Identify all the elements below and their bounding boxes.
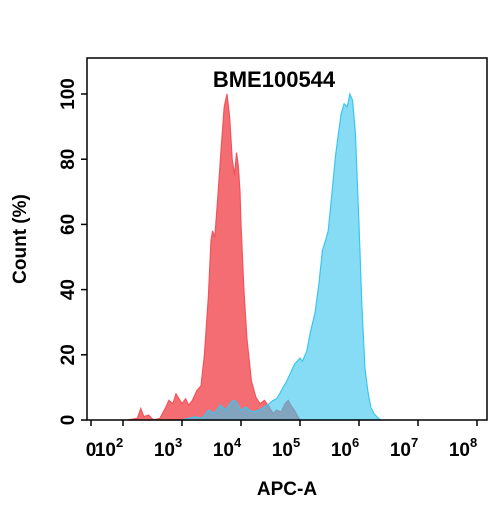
x-tick-label: 104 [213,435,242,461]
y-tick-label: 100 [58,78,79,110]
series-layer [127,91,382,421]
x-tick-label: 105 [272,435,300,461]
x-tick-label: 107 [390,435,418,461]
histogram-series-2 [181,91,382,421]
chart-title: BME100544 [213,67,336,92]
y-axis-label: Count (%) [10,194,31,284]
y-tick-label: 40 [58,279,79,300]
x-tick-label: 108 [449,435,477,461]
y-tick-label: 60 [58,214,79,235]
x-tick-label: 106 [331,435,359,461]
x-tick-label: 102 [95,435,123,461]
x-tick-label: 0 [86,440,97,461]
y-tick-label: 20 [58,344,79,365]
x-axis-label: APC-A [257,479,317,500]
y-tick-label: 0 [58,415,79,426]
plot-frame [86,57,488,421]
y-tick-label: 80 [58,149,79,170]
x-tick-label: 103 [154,435,182,461]
